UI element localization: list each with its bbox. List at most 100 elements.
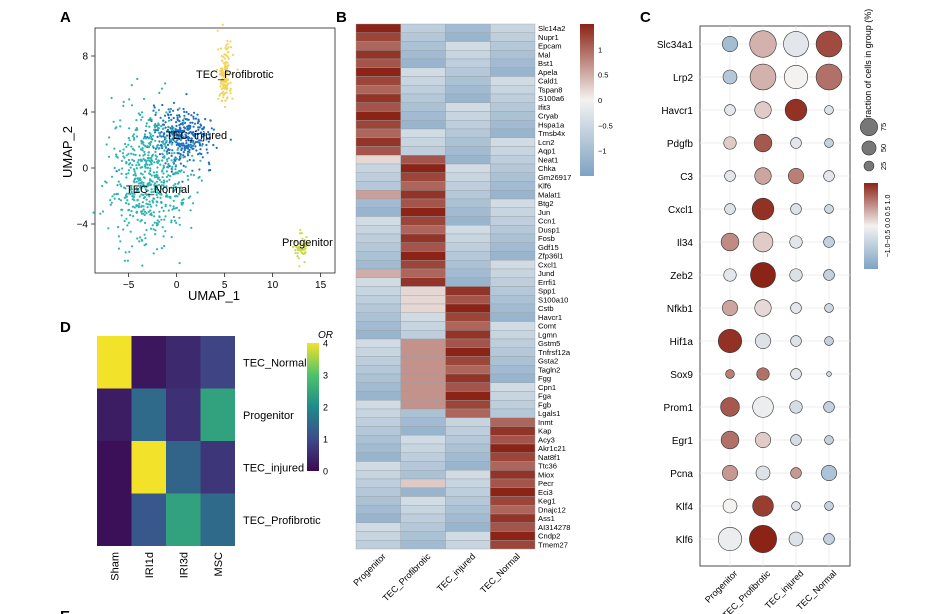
umap-point [215, 68, 219, 71]
umap-point [157, 124, 160, 127]
gene-heatmap-cell [445, 58, 491, 68]
dotplot-dot [754, 101, 772, 119]
gene-heatmap-cell [355, 233, 401, 243]
umap-point [143, 244, 146, 247]
umap-point [150, 137, 153, 140]
umap-point [188, 148, 191, 152]
umap-point [162, 172, 165, 175]
gene-heatmap-row-label: Apela [538, 68, 558, 77]
umap-point [157, 147, 160, 150]
umap-point [167, 157, 170, 160]
gene-heatmap-cell [400, 513, 446, 523]
gene-heatmap-cell [355, 522, 401, 532]
umap-point [127, 163, 131, 166]
gene-heatmap-cell [355, 23, 401, 33]
umap-point [161, 141, 164, 144]
dotplot-dot [790, 203, 802, 215]
umap-point [226, 64, 229, 67]
umap-point [186, 174, 189, 178]
umap-point [132, 180, 135, 183]
or-colorbar-ticks: 4 3 2 1 0 [323, 339, 328, 477]
umap-point [105, 181, 108, 184]
dotplot-gene-label: Cxcl1 [668, 205, 693, 216]
dotplot-size-legend-label: 50 [879, 144, 888, 152]
umap-point [160, 218, 163, 221]
umap-point [163, 218, 166, 221]
gene-heatmap-cell [400, 303, 446, 313]
umap-point [229, 92, 232, 95]
umap-point [118, 150, 122, 153]
umap-point [208, 136, 211, 139]
umap-point [132, 138, 136, 141]
umap-point [217, 97, 220, 100]
gene-heatmap-row-label: AI314278 [538, 523, 571, 532]
umap-point [154, 150, 157, 153]
dotplot-gene-label: Prom1 [664, 403, 694, 414]
gene-heatmap-col-label: TEC_injured [435, 551, 477, 593]
umap-point [141, 116, 144, 119]
gene-heatmap-row-label: Inmt [538, 418, 554, 427]
umap-point [140, 160, 143, 163]
or-heatmap-col-label: Sham [109, 552, 121, 581]
umap-point [191, 169, 194, 172]
gene-heatmap-cell [400, 487, 446, 497]
gene-heatmap-cell [400, 50, 446, 60]
umap-point [224, 63, 227, 66]
dotplot-dot [724, 203, 736, 215]
umap-point [203, 132, 206, 135]
or-colorbar-tick: 4 [323, 339, 328, 349]
umap-point [299, 242, 302, 245]
gene-heatmap-cell [490, 111, 536, 121]
umap-point [197, 132, 200, 135]
umap-point [189, 126, 192, 129]
gene-heatmap-cell [400, 373, 446, 383]
gene-heatmap-cell [355, 391, 401, 401]
umap-point [111, 195, 114, 198]
umap-point [160, 247, 163, 250]
umap-frame [94, 27, 336, 274]
umap-point [223, 53, 226, 56]
umap-point [220, 59, 224, 63]
umap-point [131, 135, 134, 138]
umap-point [154, 186, 157, 189]
umap-point [135, 205, 138, 208]
umap-point [122, 100, 125, 103]
gene-heatmap-cell [445, 522, 491, 532]
gene-heatmap-cell [445, 443, 491, 453]
gene-heatmap-cell [355, 531, 401, 541]
dotplot-dot [749, 525, 777, 553]
gene-heatmap-cell [445, 137, 491, 147]
gene-heatmap-cell [400, 67, 446, 77]
umap-point [167, 114, 170, 117]
umap-point [129, 166, 132, 169]
gene-heatmap-cell [445, 146, 491, 156]
gene-heatmap-row-label: Comt [538, 322, 557, 331]
gene-heatmap-cell [355, 198, 401, 208]
gene-heatmap-cell [400, 312, 446, 322]
gene-heatmap-cell [400, 540, 446, 550]
umap-point [140, 140, 143, 143]
umap-point [156, 196, 159, 199]
umap-point [176, 116, 179, 119]
umap-point [165, 111, 168, 114]
umap-point [151, 159, 154, 162]
umap-point [170, 152, 173, 155]
umap-point [143, 213, 146, 217]
umap-point [188, 158, 191, 161]
gene-heatmap-colorbar [580, 24, 594, 176]
umap-point [136, 189, 139, 193]
gene-heatmap-cell [355, 163, 401, 173]
dotplot-dot [752, 396, 774, 418]
umap-point [179, 155, 182, 158]
umap-point [195, 137, 198, 140]
umap-cluster-labels: TEC_Profibrotic TEC_injured TEC_Normal Prog… [126, 69, 333, 249]
gene-heatmap-cell [400, 93, 446, 103]
dotplot-gene-label: C3 [680, 172, 693, 183]
dotplot-dot [717, 328, 743, 354]
dotplot-dot [723, 268, 737, 282]
umap-point [199, 148, 202, 151]
umap-point [152, 197, 155, 200]
or-colorbar [307, 343, 319, 471]
umap-point [139, 177, 142, 180]
umap-point [198, 139, 201, 142]
